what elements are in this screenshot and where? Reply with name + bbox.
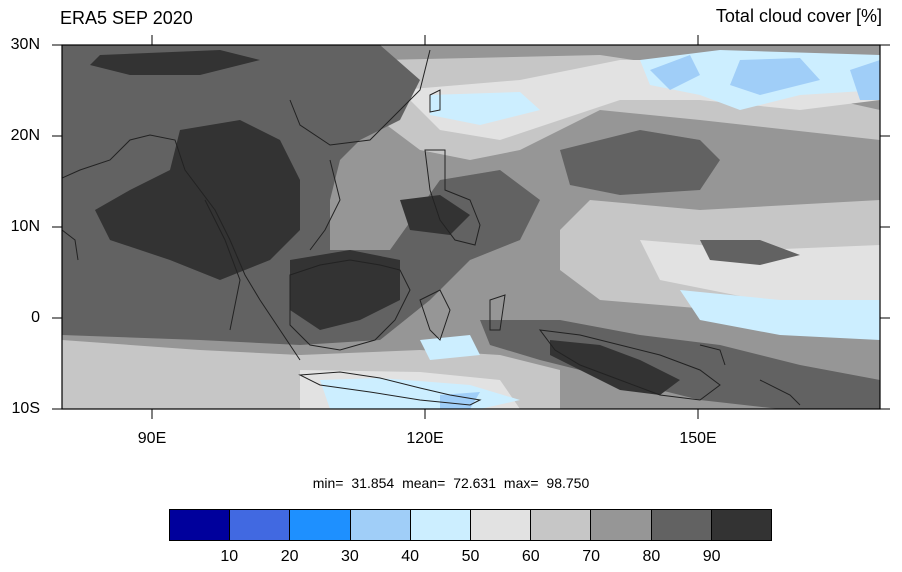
statistics-line: min= 31.854 mean= 72.631 max= 98.750 <box>0 475 902 491</box>
colorbar-label: 80 <box>642 548 661 565</box>
colorbar-label: 20 <box>280 548 299 565</box>
mean-value: 72.631 <box>453 475 497 491</box>
colorbar-segment <box>651 510 712 540</box>
mean-label: mean= <box>402 475 446 491</box>
lat-ticks <box>52 44 890 410</box>
min-value: 31.854 <box>351 475 395 491</box>
colorbar-segment <box>410 510 472 540</box>
colorbar-segment <box>230 510 291 540</box>
colorbar-label: 90 <box>702 548 721 565</box>
lat-label-10n: 10N <box>10 218 40 235</box>
lon-label-90e: 90E <box>137 430 167 447</box>
colorbar-label: 10 <box>220 548 239 565</box>
lat-label-10s: 10S <box>11 400 40 417</box>
colorbar-segment <box>471 510 532 540</box>
colorbar-segment <box>170 510 231 540</box>
cloud-field <box>62 45 880 409</box>
map-title: ERA5 SEP 2020 <box>60 8 193 28</box>
lon-ticks <box>151 35 699 419</box>
lat-label-20n: 20N <box>10 127 40 144</box>
lon-label-120e: 120E <box>406 430 444 447</box>
colorbar-segment <box>591 510 652 540</box>
max-value: 98.750 <box>546 475 590 491</box>
colorbar-label: 70 <box>582 548 600 565</box>
lat-label-0: 0 <box>31 309 40 326</box>
colorbar-segment <box>711 510 772 540</box>
colorbar-label: 60 <box>521 548 540 565</box>
lat-label-30n: 30N <box>10 36 40 53</box>
colorbar-segment <box>350 510 411 540</box>
variable-title: Total cloud cover [%] <box>715 6 882 26</box>
coastlines <box>62 49 801 406</box>
cloud-band-90-100 <box>90 50 680 395</box>
min-label: min= <box>312 475 344 491</box>
colorbar-segment <box>531 510 592 540</box>
colorbar-label: 30 <box>340 548 359 565</box>
colorbar-segment <box>290 510 351 540</box>
max-label: max= <box>503 475 539 491</box>
colorbar-label: 40 <box>401 548 420 565</box>
cloud-band-40-50 <box>320 50 880 409</box>
colorbar-label: 50 <box>461 548 480 565</box>
lon-label-150e: 150E <box>679 430 717 447</box>
colorbar <box>169 509 772 541</box>
